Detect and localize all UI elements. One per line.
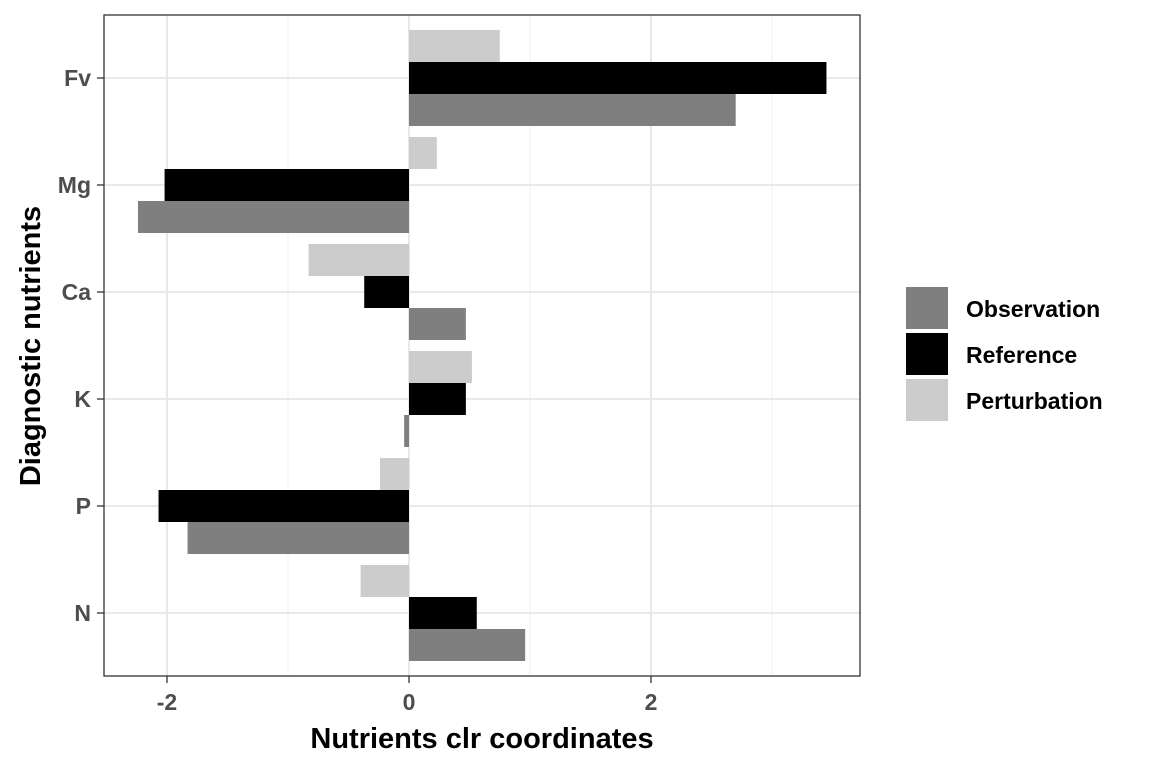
y-tick-label: Fv xyxy=(64,65,91,91)
bar-perturbation-fv xyxy=(409,30,500,62)
y-tick-label: Ca xyxy=(62,279,92,305)
legend-key-observation xyxy=(906,287,948,329)
bars xyxy=(137,30,827,661)
bar-perturbation-n xyxy=(360,565,409,597)
bar-reference-mg xyxy=(164,169,409,201)
bar-perturbation-ca xyxy=(308,244,409,276)
bar-perturbation-mg xyxy=(409,137,437,169)
legend-key-reference xyxy=(906,333,948,375)
bar-observation-fv xyxy=(409,94,736,126)
bar-reference-ca xyxy=(364,276,409,308)
y-axis: N P K Ca Mg Fv xyxy=(58,65,104,626)
y-tick-label: P xyxy=(76,493,91,519)
legend-label-observation: Observation xyxy=(966,296,1100,322)
bar-perturbation-k xyxy=(409,351,472,383)
bar-perturbation-p xyxy=(379,458,409,490)
bar-observation-n xyxy=(409,629,526,661)
plot-panel-border xyxy=(103,14,861,677)
y-tick-label: K xyxy=(74,386,91,412)
x-tick-label: 2 xyxy=(645,689,658,715)
legend: Observation Reference Perturbation xyxy=(906,287,1103,421)
bar-reference-p xyxy=(158,490,409,522)
x-tick-label: 0 xyxy=(403,689,416,715)
legend-label-perturbation: Perturbation xyxy=(966,388,1103,414)
legend-label-reference: Reference xyxy=(966,342,1077,368)
x-axis-title: Nutrients clr coordinates xyxy=(310,723,653,755)
y-tick-label: N xyxy=(74,600,91,626)
x-axis: -2 0 2 xyxy=(157,676,658,715)
bar-observation-k xyxy=(404,415,409,447)
bar-reference-fv xyxy=(409,62,827,94)
x-tick-label: -2 xyxy=(157,689,177,715)
bar-reference-k xyxy=(409,383,466,415)
legend-key-perturbation xyxy=(906,379,948,421)
bar-observation-ca xyxy=(409,308,466,340)
bar-reference-n xyxy=(409,597,477,629)
y-axis-title: Diagnostic nutrients xyxy=(15,206,47,486)
bar-observation-mg xyxy=(137,201,409,233)
y-tick-label: Mg xyxy=(58,172,91,198)
bar-observation-p xyxy=(187,522,409,554)
